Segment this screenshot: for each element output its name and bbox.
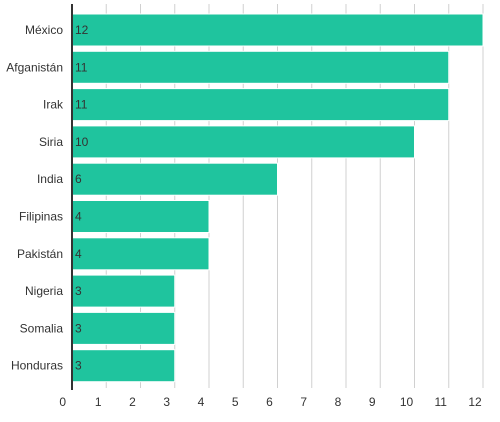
x-tick-label: 11	[435, 395, 448, 409]
category-label: México	[25, 23, 63, 37]
bar-layer: 12 11 11 10 6 4 4 3 3 3	[71, 13, 484, 383]
bar-value-label: 3	[75, 359, 82, 373]
category-label: Filipinas	[19, 210, 63, 224]
x-axis-ticks: 0 1 2 3 4 5 6 7 8 9 10 11 12	[59, 395, 482, 409]
bar-value-label: 4	[75, 210, 82, 224]
bar	[71, 125, 415, 159]
category-label: Nigeria	[25, 284, 63, 298]
x-tick-label: 4	[198, 395, 205, 409]
bar	[71, 88, 450, 122]
bar	[71, 349, 176, 383]
bar-value-label: 10	[75, 135, 89, 149]
category-labels: México Afganistán Irak Siria India Filipinas P…	[6, 23, 64, 373]
bar	[71, 162, 278, 196]
x-tick-label: 5	[232, 395, 239, 409]
category-label: Siria	[39, 135, 63, 149]
bar	[71, 311, 176, 345]
category-label: Irak	[43, 98, 64, 112]
x-tick-label: 9	[369, 395, 376, 409]
category-label: Pakistán	[17, 247, 63, 261]
bar-value-label: 4	[75, 247, 82, 261]
category-label: Honduras	[11, 359, 63, 373]
bar	[71, 200, 210, 233]
x-tick-label: 3	[163, 395, 170, 409]
x-tick-label: 8	[335, 395, 342, 409]
bar	[71, 13, 484, 47]
category-label: Afganistán	[6, 60, 63, 74]
x-tick-label: 1	[95, 395, 102, 409]
bar-value-label: 12	[75, 23, 89, 37]
bar	[71, 237, 210, 271]
bar-value-label: 3	[75, 284, 82, 298]
bar	[71, 50, 450, 84]
x-tick-label: 0	[59, 395, 66, 409]
bar	[71, 274, 176, 308]
bar-value-label: 6	[75, 172, 82, 186]
bar-value-label: 3	[75, 321, 82, 335]
x-tick-label: 7	[300, 395, 307, 409]
x-tick-label: 12	[468, 395, 482, 409]
x-tick-label: 6	[266, 395, 273, 409]
x-tick-label: 10	[400, 395, 414, 409]
x-tick-label: 2	[129, 395, 136, 409]
category-label: Somalia	[20, 321, 64, 335]
category-label: India	[37, 172, 63, 186]
bar-value-label: 11	[75, 60, 88, 74]
bar-value-label: 11	[75, 98, 88, 112]
